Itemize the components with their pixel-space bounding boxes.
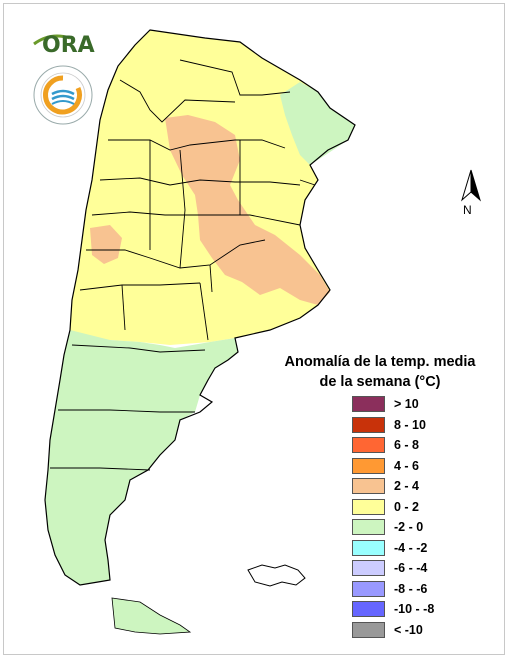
map-frame bbox=[3, 3, 505, 655]
legend-label: < -10 bbox=[394, 622, 423, 637]
region-cool-south bbox=[45, 330, 238, 585]
legend-item: 0 - 2 bbox=[352, 498, 472, 517]
legend-label: -8 - -6 bbox=[394, 581, 428, 596]
country-outline bbox=[44, 29, 356, 586]
legend-label: 4 - 6 bbox=[394, 458, 420, 473]
region-anomaly-2-4-central bbox=[165, 115, 330, 305]
region-cool-northeast bbox=[280, 82, 355, 165]
legend-swatch bbox=[352, 396, 385, 412]
legend-label: -10 - -8 bbox=[394, 602, 435, 616]
legend-label: 8 - 10 bbox=[394, 417, 426, 432]
region-anomaly-2-4-west bbox=[90, 225, 122, 264]
legend-title: Anomalía de la temp. media de la semana … bbox=[276, 352, 484, 392]
legend-label: -6 - -4 bbox=[394, 561, 428, 575]
legend-swatch bbox=[352, 621, 385, 638]
legend-label: > 10 bbox=[394, 397, 419, 411]
tierra-del-fuego bbox=[111, 597, 192, 635]
legend-swatch bbox=[352, 498, 385, 515]
malvinas-islands bbox=[247, 564, 306, 587]
legend-swatch bbox=[352, 539, 385, 556]
legend-label: -4 - -2 bbox=[394, 540, 428, 555]
legend-item: 4 - 6 bbox=[352, 457, 472, 476]
legend-label: 6 - 8 bbox=[394, 438, 420, 452]
legend-item: -10 - -8 bbox=[352, 601, 472, 619]
legend-label: 2 - 4 bbox=[394, 479, 420, 493]
legend-swatch bbox=[352, 601, 385, 617]
legend-item: 8 - 10 bbox=[352, 416, 472, 435]
north-arrow-label: N bbox=[463, 203, 472, 217]
legend-swatch bbox=[352, 478, 385, 494]
legend-swatch bbox=[352, 580, 385, 597]
legend-label: 0 - 2 bbox=[394, 499, 420, 514]
province-borders bbox=[50, 59, 316, 471]
legend-item: -8 - -6 bbox=[352, 580, 472, 599]
legend-item: < -10 bbox=[352, 621, 472, 640]
legend-label: -2 - 0 bbox=[394, 520, 424, 534]
legend-title-line1: Anomalía de la temp. media bbox=[284, 354, 476, 370]
ora-logo-text: ORA bbox=[42, 33, 95, 58]
legend-swatch bbox=[352, 519, 385, 535]
legend-item: > 10 bbox=[352, 396, 472, 414]
legend-item: -6 - -4 bbox=[352, 560, 472, 578]
legend-swatch bbox=[352, 457, 385, 474]
legend-item: 6 - 8 bbox=[352, 437, 472, 455]
legend-swatch bbox=[352, 437, 385, 453]
legend-item: -2 - 0 bbox=[352, 519, 472, 537]
legend-item: -4 - -2 bbox=[352, 539, 472, 558]
legend-swatch bbox=[352, 416, 385, 433]
north-arrow-icon bbox=[456, 168, 486, 220]
smn-seal-logo bbox=[32, 64, 94, 126]
legend-item: 2 - 4 bbox=[352, 478, 472, 496]
legend-title-line2: de la semana (°C) bbox=[319, 374, 441, 390]
legend-swatch bbox=[352, 560, 385, 576]
ora-logo: ORA bbox=[30, 28, 100, 60]
